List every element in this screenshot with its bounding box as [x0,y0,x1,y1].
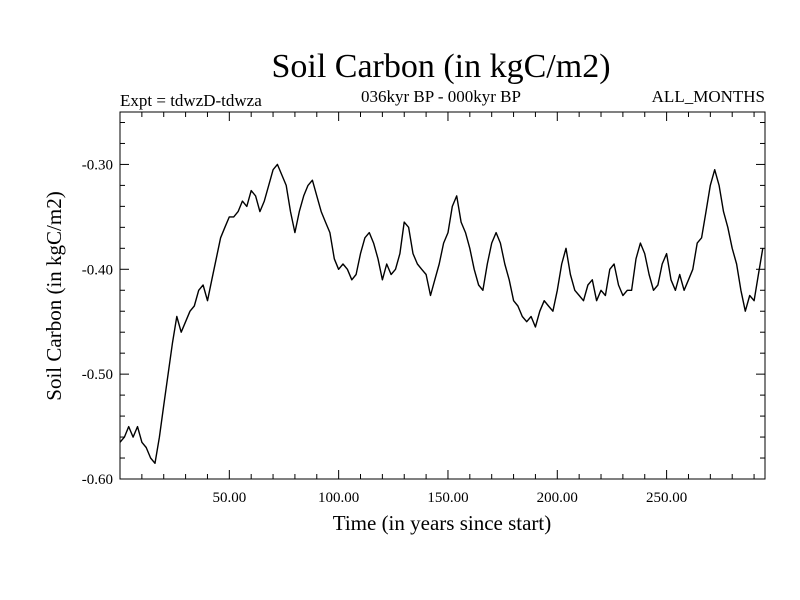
x-tick-label: 200.00 [537,490,578,506]
x-tick-label: 100.00 [318,490,359,506]
x-tick-label: 250.00 [646,490,687,506]
x-tick-label: 50.00 [212,490,246,506]
y-tick-label: -0.30 [82,157,113,173]
y-tick-label: -0.60 [82,472,113,488]
chart-title: Soil Carbon (in kgC/m2) [271,48,610,85]
series-line-soil-carbon [119,163,764,464]
season-label: ALL_MONTHS [652,87,765,106]
y-axis-title: Soil Carbon (in kgC/m2) [42,191,66,400]
y-tick-label: -0.50 [82,367,113,383]
x-tick-label: 150.00 [427,490,468,506]
experiment-label: Expt = tdwzD-tdwza [120,91,262,110]
period-label: 036kyr BP - 000kyr BP [361,87,521,106]
x-axis-title: Time (in years since start) [333,511,552,535]
y-tick-label: -0.40 [82,262,113,278]
plot-frame [119,111,766,480]
axis-ticks [120,112,765,479]
axis-tick-labels: 50.00 100.00 150.00 200.00 250.00 -0.60 -0.50 -… [82,157,687,506]
